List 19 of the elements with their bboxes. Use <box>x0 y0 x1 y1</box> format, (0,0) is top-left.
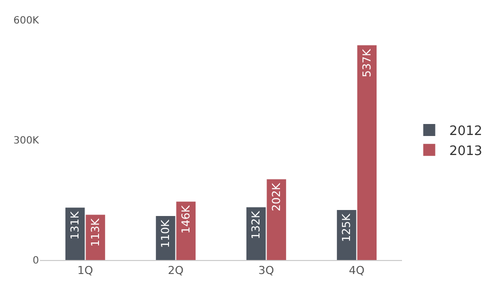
x-tick-label: 1Q <box>77 264 94 278</box>
bar <box>266 179 286 260</box>
legend-label: 2012 <box>449 124 482 140</box>
data-label: 146K <box>179 204 192 234</box>
data-label: 110K <box>159 219 172 248</box>
bar <box>357 45 377 260</box>
y-tick-label: 0 <box>32 256 39 266</box>
y-tick-label: 300K <box>13 136 40 146</box>
data-label: 131K <box>68 210 82 240</box>
data-label: 202K <box>270 182 283 212</box>
x-tick-label: 4Q <box>348 264 365 278</box>
data-label: 537K <box>360 48 374 78</box>
y-tick-label: 600K <box>13 16 40 26</box>
data-label: 132K <box>250 210 263 240</box>
data-label: 125K <box>340 213 354 242</box>
x-tick-label: 3Q <box>258 264 274 278</box>
x-tick-label: 2Q <box>168 264 184 278</box>
data-label: 113K <box>88 218 102 247</box>
legend-label: 2013 <box>449 144 482 159</box>
